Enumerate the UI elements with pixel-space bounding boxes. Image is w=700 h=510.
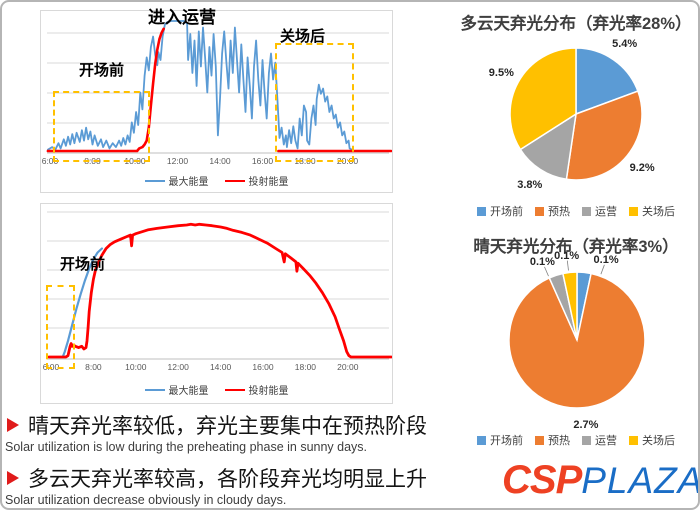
pie-slice-percent-label: 0.1% (593, 254, 619, 267)
pie-slice-percent-label: 0.1% (554, 249, 580, 262)
legend-line-swatch (144, 388, 165, 391)
legend-square-swatch (629, 435, 638, 445)
red-arrow-icon (7, 418, 19, 432)
x-axis-tick-label: 18:00 (294, 362, 317, 372)
bullet-cloudy: 多云天弃光率较高，各阶段弃光均明显上升 (7, 463, 427, 493)
legend-item: 投射能量 (224, 173, 289, 188)
legend-label: 开场前 (490, 435, 523, 447)
legend-item: 运营 (582, 432, 617, 448)
legend-line-swatch (224, 179, 245, 182)
logo-plaza-text: PLAZA (581, 460, 700, 501)
legend-label: 运营 (595, 206, 617, 218)
cloudy-chart-legend: 最大能量 投射能量 (41, 173, 392, 188)
pie-slice-percent-label: 0.1% (529, 256, 555, 269)
legend-square-swatch (477, 435, 486, 445)
sunny-pie-legend: 开场前 预热 运营 关场后 (450, 432, 698, 448)
x-axis-tick-label: 14:00 (209, 362, 232, 372)
annotation-post-closing: 关场后 (280, 28, 326, 45)
highlight-box-pre-opening (53, 91, 150, 162)
pie-slice-percent-label: 9.5% (488, 67, 514, 80)
cloudy-pie-legend: 开场前 预热 运营 关场后 (450, 203, 698, 219)
legend-square-swatch (582, 206, 591, 216)
annotation-pre-opening-sunny: 开场前 (60, 256, 106, 273)
legend-label: 开场前 (490, 206, 523, 218)
x-axis-tick-label: 6:00 (41, 156, 59, 166)
x-axis-tick-label: 10:00 (125, 362, 147, 372)
bullet-cloudy-text: 多云天弃光率较高，各阶段弃光均明显上升 (28, 468, 427, 491)
bullet-cloudy-en: Solar utilization decrease obviously in … (5, 493, 287, 507)
x-axis-tick-label: 14:00 (209, 156, 231, 166)
legend-square-swatch (629, 206, 638, 216)
x-axis-tick-label: 20:00 (337, 362, 359, 372)
highlight-box-pre-opening-sunny (46, 285, 75, 369)
legend-item: 预热 (535, 203, 570, 219)
legend-item: 开场前 (477, 203, 523, 219)
legend-label: 最大能量 (168, 177, 209, 188)
sunny-day-plot (47, 211, 392, 360)
pie-slice-percent-label: 9.2% (629, 161, 655, 174)
csp-plaza-logo: CSPPLAZA (502, 458, 700, 502)
logo-csp-text: CSP (502, 458, 582, 502)
legend-square-swatch (535, 435, 544, 445)
legend-item: 预热 (535, 432, 570, 448)
legend-label: 最大能量 (168, 386, 209, 397)
legend-item: 关场后 (629, 203, 675, 219)
annotation-pre-opening: 开场前 (79, 62, 125, 79)
x-axis-tick-label: 12:00 (167, 362, 189, 372)
annotation-enter-operation: 进入运营 (148, 8, 216, 27)
legend-square-swatch (535, 206, 544, 216)
sunny-pie-plot (508, 260, 646, 409)
legend-item: 最大能量 (144, 173, 209, 188)
cloudy-pie-title: 多云天弃光分布（弃光率28%） (460, 15, 692, 33)
legend-label: 关场后 (642, 435, 675, 447)
bullet-sunny-text: 晴天弃光率较低，弃光主要集中在预热阶段 (28, 415, 427, 438)
x-axis-tick-label: 16:00 (251, 156, 274, 166)
sunny-pie-title: 晴天弃光分布（弃光率3%） (473, 238, 679, 256)
sunny-pie-chart: 0.1% 2.7% 0.1% 0.1% (490, 249, 670, 431)
legend-item: 运营 (582, 203, 617, 219)
legend-line-swatch (224, 388, 245, 391)
legend-square-swatch (582, 435, 591, 445)
legend-item: 开场前 (477, 432, 523, 448)
red-arrow-icon (7, 471, 19, 485)
cloudy-pie-plot (509, 47, 643, 181)
legend-square-swatch (477, 206, 486, 216)
legend-label: 预热 (548, 435, 570, 447)
cloudy-day-line-chart: 6:00 8:00 10:00 12:00 14:00 16:00 18:00 20:00 最… (40, 8, 393, 193)
sunny-day-line-chart: 6:00 8:00 10:00 12:00 14:00 16:00 18:00 20:00 最… (40, 203, 393, 404)
bullet-sunny: 晴天弃光率较低，弃光主要集中在预热阶段 (7, 410, 427, 440)
pie-slice-percent-label: 5.4% (612, 38, 638, 51)
legend-item: 最大能量 (144, 382, 209, 397)
sunny-chart-legend: 最大能量 投射能量 (41, 382, 392, 397)
legend-label: 投射能量 (248, 177, 289, 188)
cloudy-pie-chart: 5.4% 9.2% 3.8% 9.5% (488, 36, 670, 198)
x-axis-tick-label: 8:00 (85, 362, 102, 372)
legend-label: 预热 (548, 206, 570, 218)
legend-label: 投射能量 (248, 386, 289, 397)
legend-line-swatch (144, 179, 165, 182)
x-axis-tick-label: 12:00 (166, 156, 189, 166)
legend-item: 投射能量 (224, 382, 289, 397)
x-axis-tick-label: 16:00 (252, 362, 274, 372)
legend-item: 关场后 (629, 432, 675, 448)
legend-label: 运营 (595, 435, 617, 447)
legend-label: 关场后 (642, 206, 675, 218)
pie-slice-percent-label: 3.8% (517, 179, 543, 192)
highlight-box-post-closing (275, 43, 354, 162)
pie-slice-percent-label: 2.7% (573, 418, 599, 431)
bullet-sunny-en: Solar utilization is low during the preh… (5, 440, 368, 454)
